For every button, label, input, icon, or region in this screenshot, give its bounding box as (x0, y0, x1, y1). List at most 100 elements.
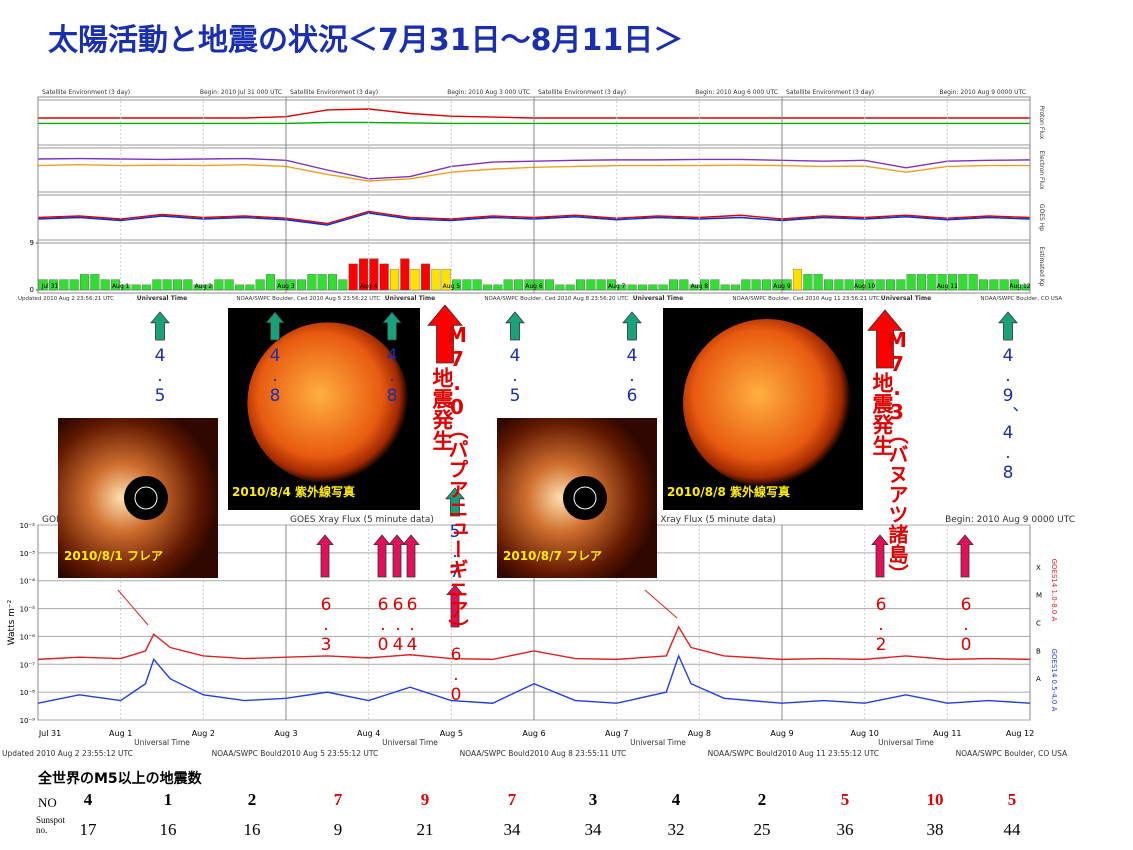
panel-header: Begin: 2010 Aug 3 000 UTC (447, 89, 530, 96)
kp-bar (700, 279, 709, 291)
kp-bar (617, 284, 627, 291)
kp-bar (751, 279, 761, 291)
kp-bar (545, 279, 554, 291)
kp-bar (38, 279, 48, 291)
panel-label: Proton Flux (1038, 106, 1045, 140)
class-label: M (1036, 592, 1042, 600)
quake-label: M7.3（バヌアツ諸島） (885, 328, 909, 584)
magnitude-label: 4.9、4.8 (998, 346, 1018, 483)
footer: NOAA/SWPC Boulder, CO USA (980, 296, 1062, 302)
legend-entry: GOES14 1.0-8.0 A (1050, 559, 1058, 622)
y-tick-label: 10⁻⁶ (20, 633, 36, 641)
kp-bar (813, 274, 823, 291)
kp-bar (596, 279, 606, 291)
x-tick-label: Aug 11 (933, 729, 961, 738)
kp-bar (503, 279, 513, 291)
x-tick-label: Aug 1 (112, 283, 130, 290)
pink-arrow (316, 534, 334, 578)
footer: NOAA/SWPC Bould2010 Aug 11 23:55:12 UTC (708, 749, 879, 758)
magnitude-label: 6.0 (373, 595, 393, 655)
footer: NOAA/SWPC Boulder, CO USA (956, 749, 1068, 758)
panel-header: Satellite Environment (3 day) (538, 89, 626, 96)
quake-count: 7 (333, 790, 343, 809)
class-label: X (1036, 564, 1041, 572)
kp-bar (524, 279, 534, 291)
kp-bar (431, 268, 441, 291)
sun-outline (134, 486, 158, 510)
x-tick-label: Aug 7 (605, 729, 628, 738)
sunspot-count: 32 (667, 820, 685, 839)
kp-bar (359, 258, 368, 291)
quake-count: 5 (840, 790, 850, 809)
panel-header: Satellite Environment (3 day) (290, 89, 378, 96)
kp-bar (307, 274, 317, 291)
kp-bar (999, 279, 1009, 291)
kp-bar (844, 279, 854, 291)
quake-count: 9 (420, 790, 430, 809)
green-arrow (150, 311, 170, 341)
kp-bar (328, 274, 337, 291)
kp-bar (979, 279, 988, 291)
kp-bar (69, 279, 79, 291)
kp-bar (875, 279, 885, 291)
quake-count: 10 (926, 790, 944, 809)
x-tick-label: Aug 9 (770, 729, 793, 738)
kp-bar (297, 279, 306, 291)
quake-count: 2 (757, 790, 767, 809)
photo-label: 2010/8/8 紫外線写真 (667, 484, 790, 499)
kp-bar (782, 279, 792, 291)
kp-bar (658, 284, 668, 291)
footer: NOAA/SWPC Boulder, Ced 2010 Aug 8 23:56:… (484, 296, 628, 302)
footer: Universal Time (633, 295, 683, 302)
panel-label: Electron Flux (1038, 151, 1045, 190)
sunspot-count: 16 (159, 820, 177, 839)
kp-bar (421, 263, 430, 291)
magnitude-label: 6.0 (956, 595, 976, 655)
photo-label: 2010/8/7 フレア (503, 549, 602, 563)
x-tick-label: Aug 4 (357, 729, 380, 738)
sunspot-count: 34 (503, 820, 521, 839)
x-tick-label: Aug 2 (192, 729, 215, 738)
x-tick-label: Aug 6 (525, 283, 543, 290)
kp-bar (452, 279, 461, 291)
footer: NOAA/SWPC Bould2010 Aug 5 23:55:12 UTC (212, 749, 379, 758)
footer: Universal Time (137, 295, 187, 302)
kp-bar (669, 279, 678, 291)
footer: NOAA/SWPC Bould2010 Aug 8 23:55:11 UTC (460, 749, 627, 758)
footer: Updated 2010 Aug 2 23:55:12 UTC (2, 749, 133, 758)
kp-bar (627, 284, 637, 291)
kp-bar (937, 274, 947, 291)
kp-bar (286, 279, 296, 291)
magnitude-label: 6.4 (402, 595, 422, 655)
footer: NOAA/SWPC Boulder, Ced 2010 Aug 5 23:56:… (236, 296, 380, 302)
y-tick-label: 10⁻² (20, 522, 36, 530)
kp-bar (214, 279, 224, 291)
kp-bar (576, 279, 585, 291)
kp-bar (762, 279, 771, 291)
sun-disk (247, 322, 409, 484)
class-label: B (1036, 647, 1041, 655)
kp-bar (162, 279, 172, 291)
kp-bar (224, 279, 234, 291)
kp-bar (173, 279, 182, 291)
magnitude-label: 5.7 (445, 522, 465, 582)
kp-bar (586, 279, 596, 291)
panel-header: Satellite Environment (3 day) (786, 89, 874, 96)
kp-bar (204, 284, 213, 291)
green-arrow (622, 311, 642, 341)
kp-bar (710, 279, 720, 291)
kp-bar (1010, 279, 1019, 291)
red-arrow (867, 309, 903, 369)
kp-bar (958, 274, 968, 291)
footer: NOAA/SWPC Boulder, Ced 2010 Aug 11 23:56… (732, 296, 879, 302)
magnitude-label: 4.8 (265, 346, 285, 406)
kp-bar (534, 279, 544, 291)
kp-bar (379, 263, 389, 291)
quake-note: 地震発生 (430, 367, 454, 451)
line-series (37, 653, 1031, 704)
sunspot-count: 21 (416, 820, 434, 839)
kp-bar (441, 268, 451, 291)
y-tick-label: 10⁻⁵ (20, 606, 36, 614)
green-arrow (998, 311, 1018, 341)
